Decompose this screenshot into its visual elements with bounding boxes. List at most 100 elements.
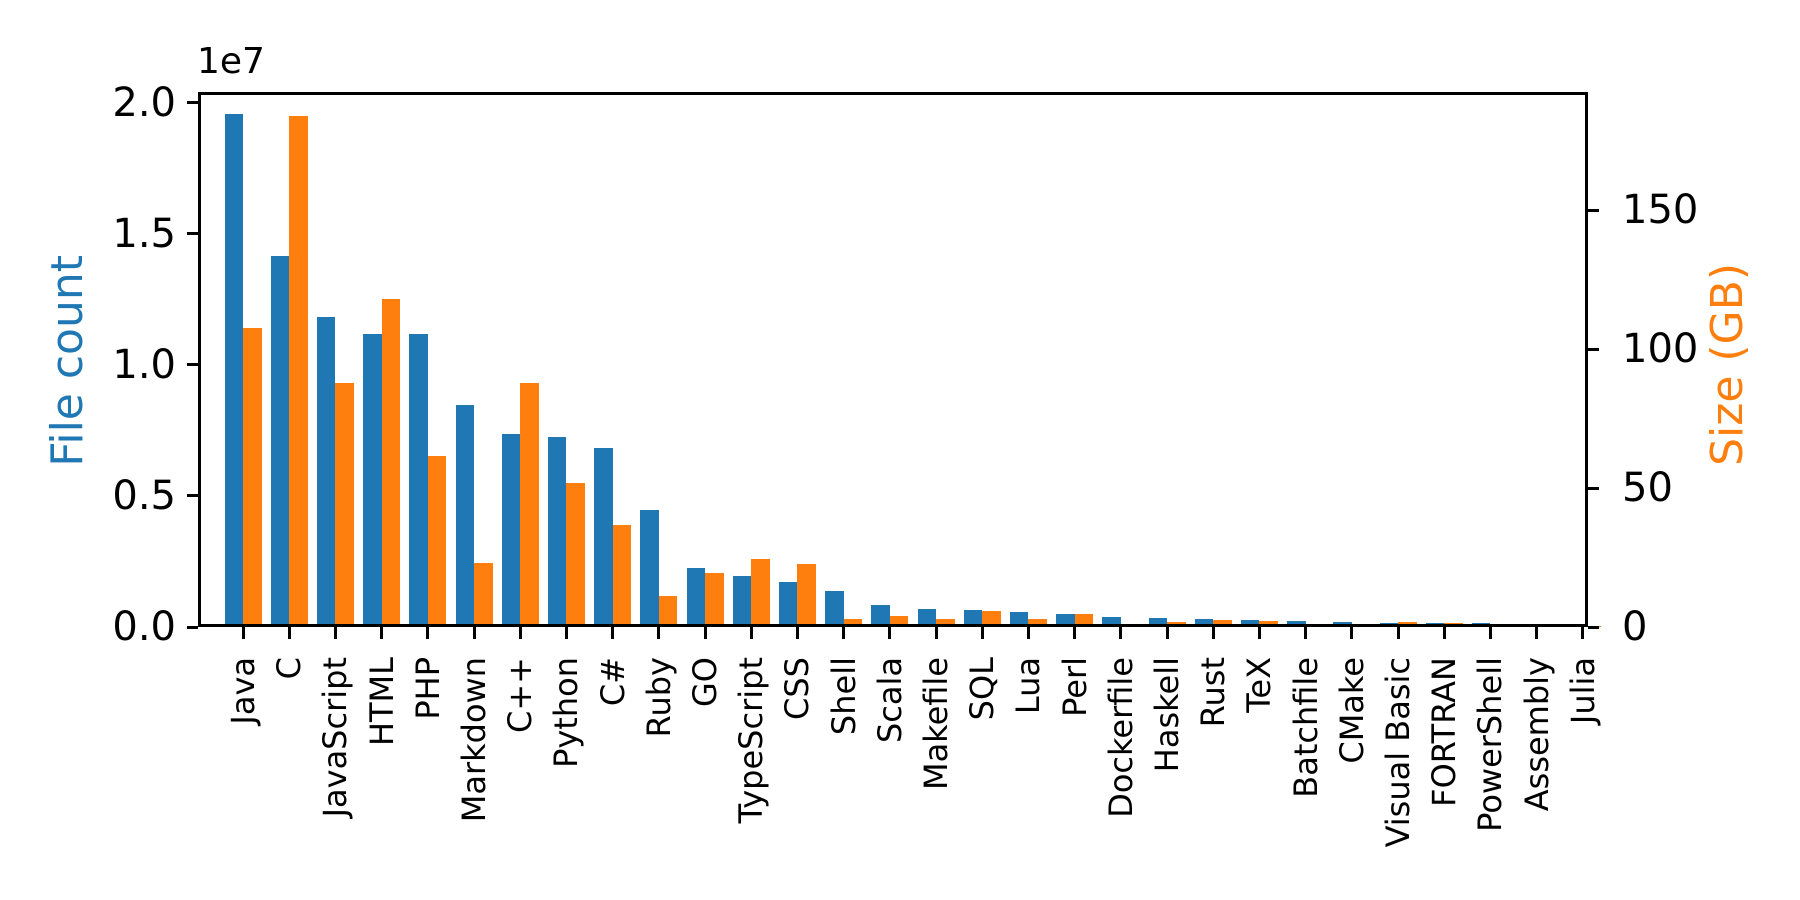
size-bar — [1444, 622, 1463, 627]
x-axis-tick — [241, 627, 245, 639]
file-count-bar — [640, 509, 659, 627]
size-bar — [889, 616, 909, 627]
size-bar — [427, 456, 447, 627]
x-tick-label: C# — [593, 657, 632, 707]
x-tick-label: Shell — [824, 657, 863, 736]
size-bar — [1305, 625, 1325, 627]
plot-frame — [198, 92, 1588, 627]
file-count-bar — [455, 405, 474, 627]
left-axis-tick-label: 0.5 — [112, 472, 176, 519]
x-tick-label: C — [270, 657, 309, 680]
x-axis-tick — [1304, 627, 1308, 639]
size-bar — [982, 611, 1001, 627]
file-count-bar — [1287, 620, 1306, 627]
x-axis-tick — [1350, 627, 1354, 639]
file-count-bar — [825, 590, 844, 627]
x-tick-label: PHP — [408, 657, 447, 720]
file-count-bar — [316, 316, 336, 627]
file-count-bar — [871, 605, 890, 627]
x-tick-label: TypeScript — [732, 657, 771, 824]
plot-area — [187, 92, 1602, 639]
right-axis-tick — [1588, 347, 1599, 351]
x-tick-label: C++ — [501, 657, 540, 733]
x-tick-label: Lua — [1009, 657, 1048, 715]
x-axis-tick — [703, 627, 707, 639]
size-bar — [1120, 625, 1140, 627]
file-count-bar — [1333, 622, 1352, 627]
size-bar — [381, 298, 401, 627]
size-bar — [1213, 619, 1232, 627]
x-tick-label: Java — [224, 657, 262, 725]
size-bar — [1351, 625, 1371, 627]
x-axis-tick — [980, 627, 984, 639]
x-axis-tick — [1211, 627, 1215, 639]
x-tick-label: Assembly — [1517, 657, 1556, 812]
x-tick-label: CSS — [778, 657, 817, 720]
x-axis-tick — [888, 627, 892, 639]
file-count-bar — [1148, 618, 1167, 627]
left-axis-tick — [187, 494, 198, 498]
right-axis-tick-label: 150 — [1622, 187, 1699, 234]
right-axis-title: Size (GB) — [1702, 263, 1753, 466]
x-tick-label: Scala — [870, 657, 909, 744]
right-axis-tick — [1588, 486, 1599, 490]
right-axis-tick — [1588, 208, 1599, 212]
x-tick-label: PowerShell — [1471, 657, 1510, 832]
x-axis-tick — [426, 627, 430, 639]
x-tick-label: CMake — [1332, 657, 1371, 764]
file-count-bar — [963, 609, 983, 627]
x-axis-tick — [287, 627, 291, 639]
x-axis-tick — [1257, 627, 1261, 639]
x-tick-label: Dockerfile — [1101, 657, 1140, 818]
size-bar — [566, 482, 585, 627]
file-count-bar — [1564, 625, 1583, 627]
file-count-bar — [224, 114, 243, 627]
x-axis-tick — [518, 627, 522, 639]
right-axis-tick-label: 50 — [1622, 465, 1673, 511]
size-bar — [1028, 619, 1047, 627]
x-tick-label: FORTRAN — [1425, 657, 1464, 807]
left-axis-tick-label: 2.0 — [112, 79, 176, 126]
file-count-bar — [1102, 617, 1121, 627]
file-count-bar — [363, 333, 382, 627]
size-bar — [751, 558, 770, 627]
x-tick-label: Makefile — [917, 657, 955, 791]
x-tick-label: Ruby — [639, 657, 678, 738]
size-bar — [705, 573, 724, 627]
x-axis-tick — [611, 627, 615, 639]
x-axis-tick — [380, 627, 384, 639]
x-axis-tick — [1535, 627, 1539, 639]
left-axis-tick-label: 1.5 — [112, 210, 176, 257]
file-count-bar — [732, 576, 752, 627]
x-axis-tick — [1581, 627, 1585, 639]
left-axis-tick — [187, 232, 198, 236]
size-bar — [335, 383, 354, 627]
size-bar — [474, 562, 493, 627]
file-count-bar — [1471, 623, 1491, 627]
x-tick-label: Julia — [1563, 657, 1602, 725]
size-bar — [1490, 625, 1509, 627]
size-bar — [1259, 620, 1278, 627]
right-axis-tick-label: 100 — [1622, 326, 1699, 373]
x-tick-label: Markdown — [455, 657, 493, 823]
size-bar — [797, 563, 816, 627]
left-axis-tick-label: 1.0 — [112, 341, 176, 388]
right-axis-tick-label: 0 — [1622, 604, 1648, 650]
left-axis-tick — [187, 101, 198, 104]
x-tick-label: Rust — [1194, 657, 1233, 728]
file-count-bar — [686, 567, 705, 627]
file-count-bar — [1009, 611, 1029, 627]
x-axis-tick — [472, 627, 476, 639]
file-count-bar — [1194, 618, 1214, 627]
x-tick-label: Python — [547, 657, 586, 768]
file-count-bar — [1056, 613, 1075, 627]
x-tick-label: Visual Basic — [1379, 657, 1417, 848]
x-axis-tick — [333, 627, 337, 639]
size-bar — [1167, 621, 1186, 627]
x-axis-tick — [842, 627, 846, 639]
x-axis-tick — [657, 627, 661, 639]
x-axis-tick — [749, 627, 753, 639]
x-axis-tick — [795, 627, 799, 639]
left-axis-tick-label: 0.0 — [112, 604, 176, 650]
size-bar — [1074, 613, 1094, 627]
